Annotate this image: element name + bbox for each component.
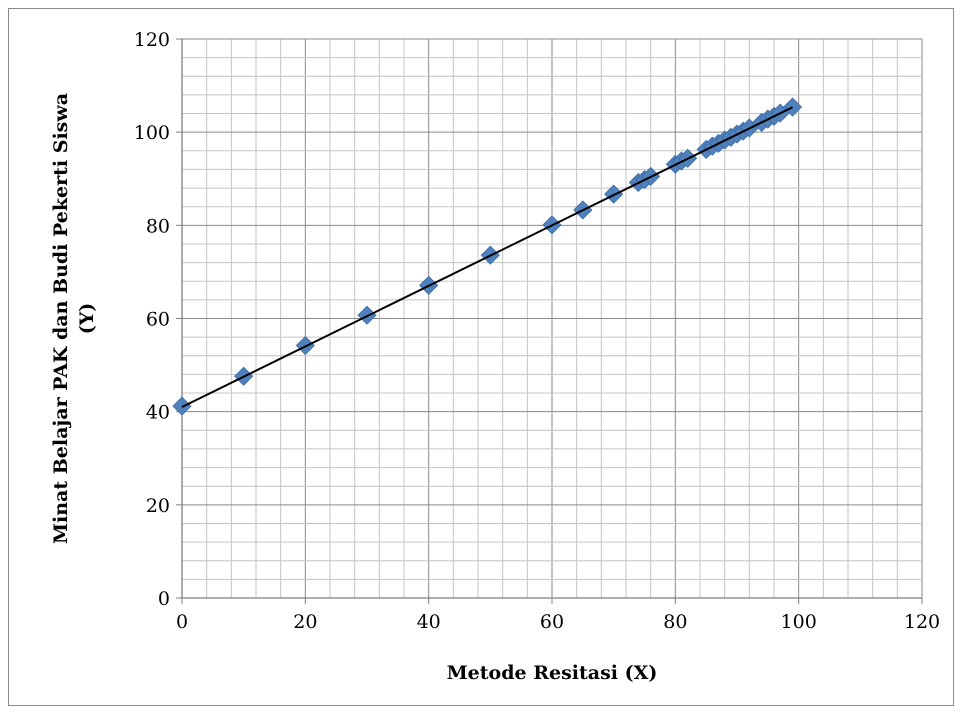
x-axis-label: Metode Resitasi (X): [447, 662, 658, 684]
y-tick-label: 40: [146, 402, 170, 424]
y-tick-label: 120: [134, 29, 170, 51]
trendline: [181, 106, 793, 408]
chart-frame: 0 20 40 60 80 100 120 0 20 40 60 80 100 120 Metode R…: [8, 8, 954, 706]
x-tick-label: 80: [663, 611, 687, 633]
y-tick-label: 80: [146, 215, 170, 237]
grid: [181, 38, 923, 599]
x-tick-label: 0: [176, 611, 188, 633]
x-tick-labels: 0 20 40 60 80 100 120: [176, 598, 940, 633]
x-tick-label: 100: [781, 611, 817, 633]
data-point-marker: [782, 97, 803, 117]
y-tick-labels: 0 20 40 60 80 100 120: [134, 29, 182, 610]
x-tick-label: 120: [904, 611, 940, 633]
y-axis-label-line1: Minat Belajar PAK dan Budi Pekerti Siswa: [50, 93, 72, 544]
y-axis-label: Minat Belajar PAK dan Budi Pekerti Siswa…: [50, 93, 98, 544]
y-tick-label: 0: [158, 588, 170, 610]
y-tick-label: 60: [146, 309, 170, 331]
trendline-group: [181, 106, 793, 408]
y-tick-label: 100: [134, 122, 170, 144]
x-tick-label: 20: [293, 611, 317, 633]
x-tick-label: 60: [540, 611, 564, 633]
y-tick-label: 20: [146, 495, 170, 517]
y-axis-label-line2: (Y): [76, 303, 98, 335]
scatter-chart: 0 20 40 60 80 100 120 0 20 40 60 80 100 120 Metode R…: [50, 29, 940, 684]
x-tick-label: 40: [417, 611, 441, 633]
